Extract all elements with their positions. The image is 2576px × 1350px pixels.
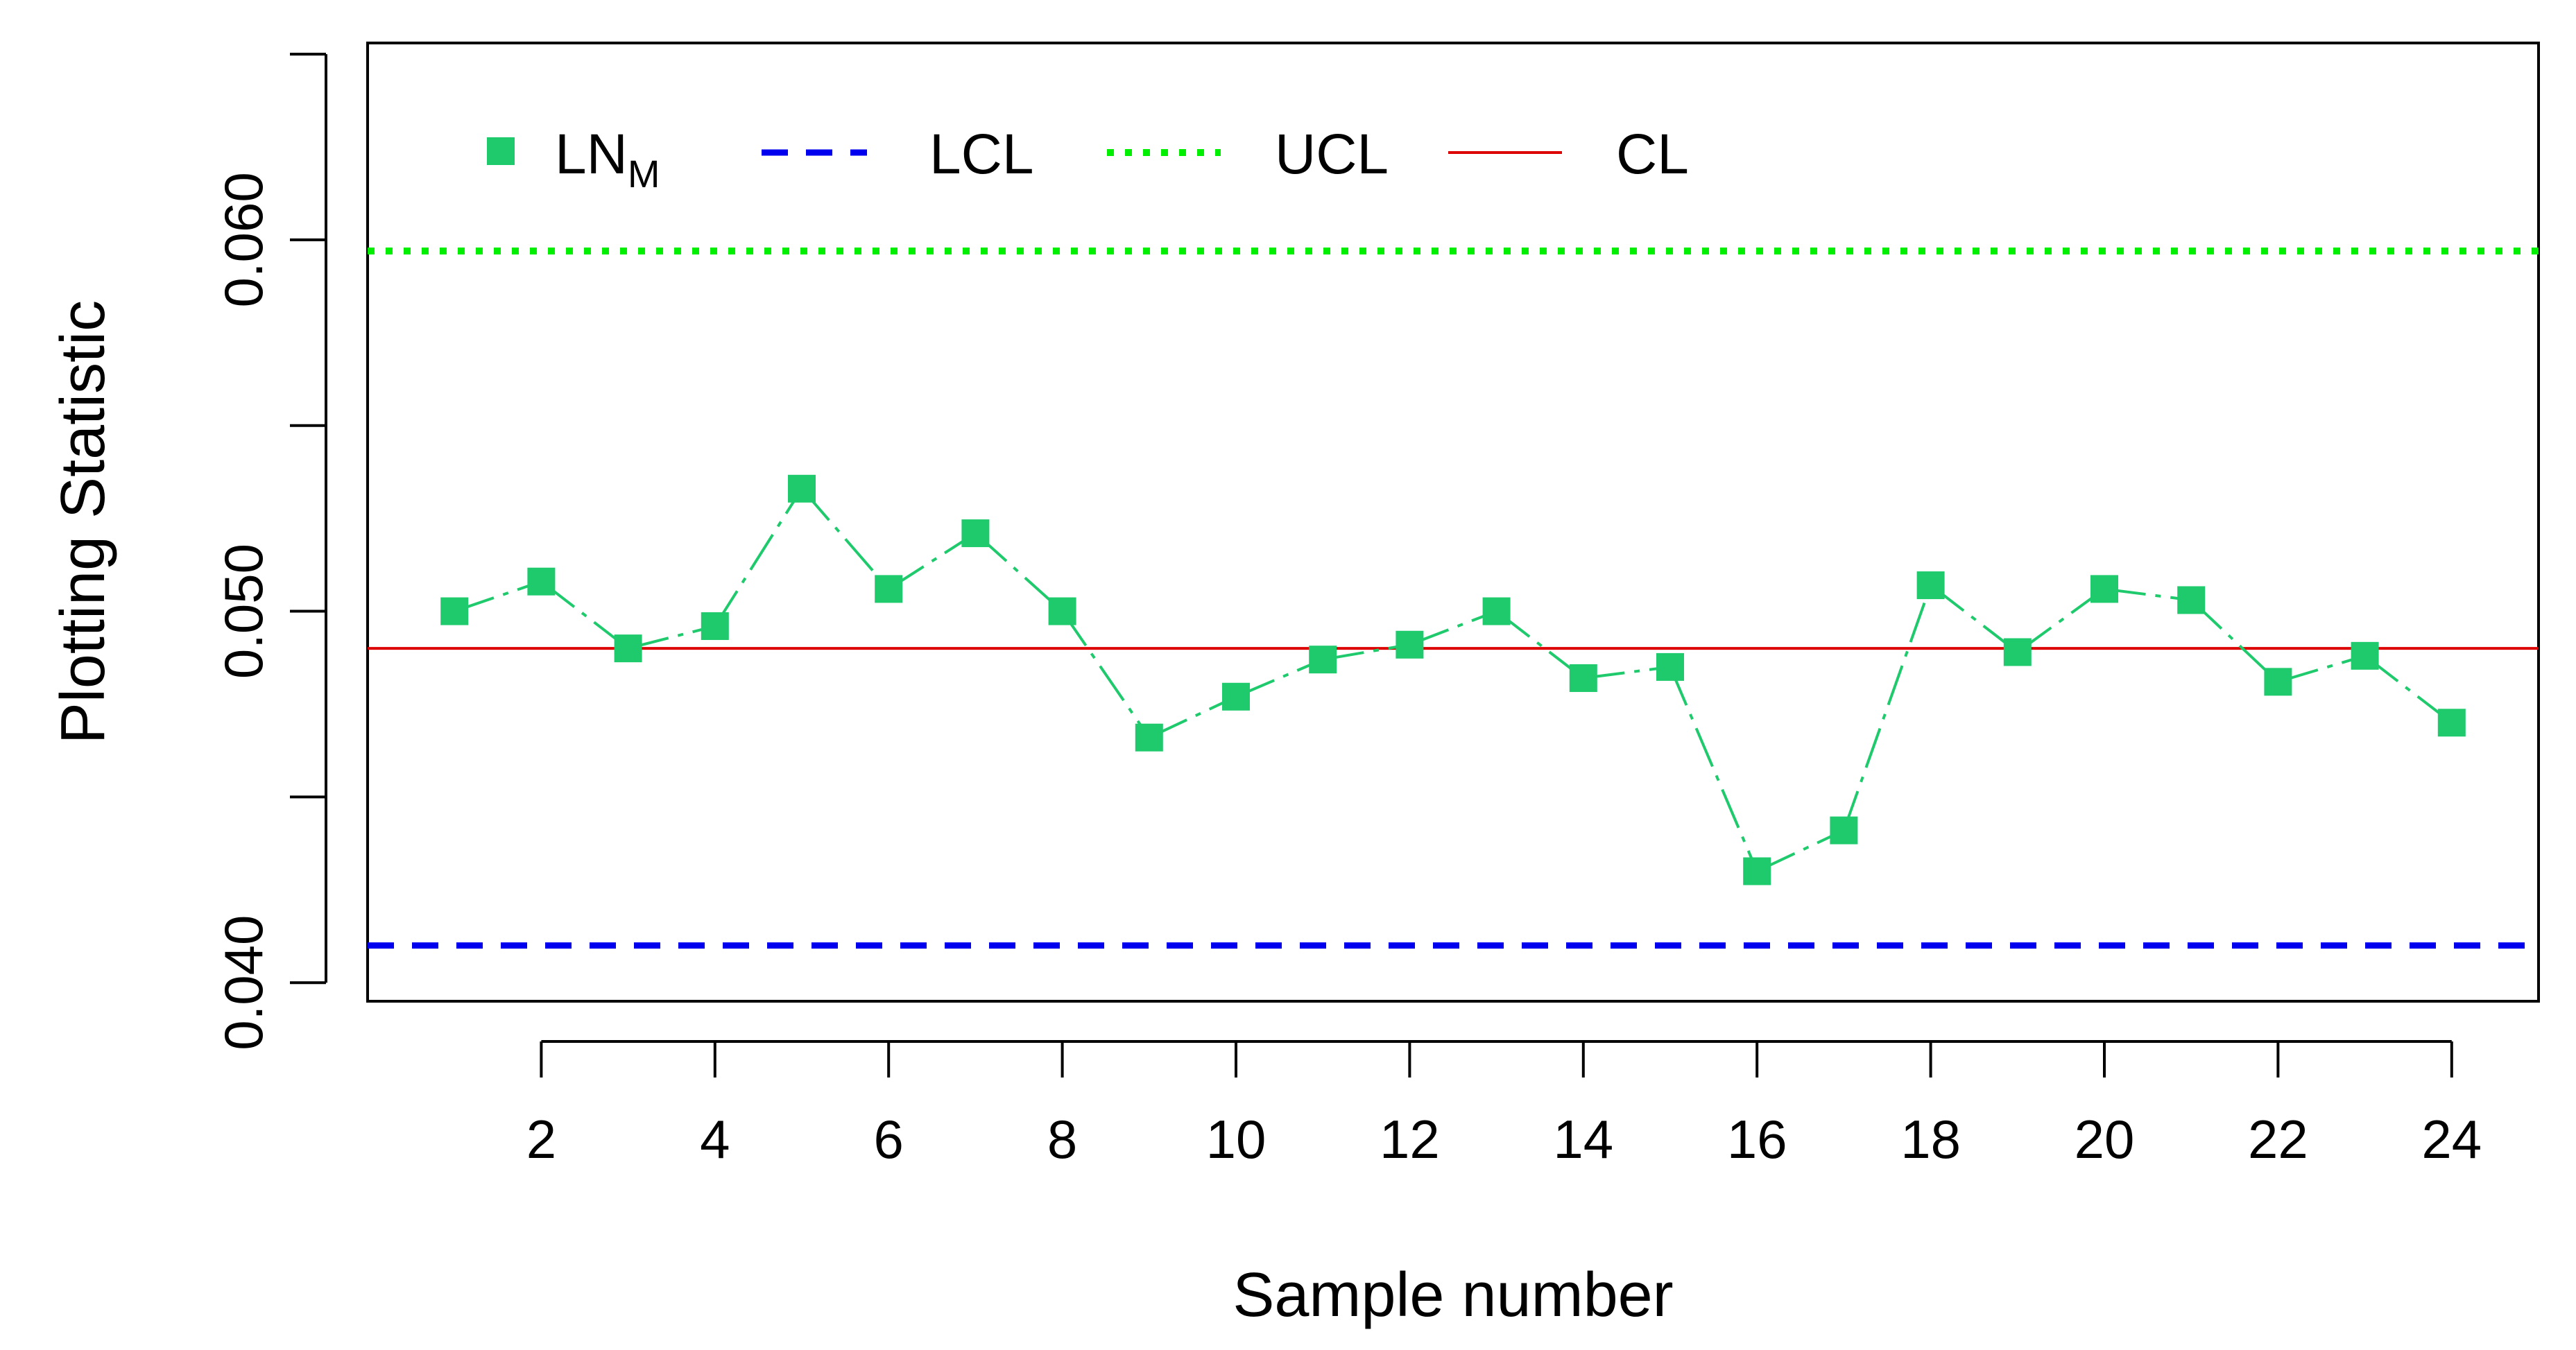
data-point bbox=[440, 597, 469, 625]
data-point bbox=[1396, 630, 1424, 659]
x-tick-label: 14 bbox=[1553, 1109, 1613, 1170]
series-segment bbox=[2277, 654, 2366, 684]
x-tick-label: 6 bbox=[874, 1109, 904, 1170]
series-segment bbox=[2104, 587, 2192, 602]
x-tick-label: 20 bbox=[2075, 1109, 2135, 1170]
data-point bbox=[1222, 682, 1250, 711]
x-tick-label: 8 bbox=[1047, 1109, 1077, 1170]
data-point bbox=[2264, 668, 2292, 696]
legend-label-ucl: UCL bbox=[1275, 123, 1389, 186]
x-tick-label: 18 bbox=[1900, 1109, 1961, 1170]
series-segment bbox=[1409, 609, 1497, 646]
data-point bbox=[614, 634, 642, 663]
series-segment bbox=[2364, 655, 2453, 724]
legend-label-ln-m: LNM bbox=[555, 123, 660, 196]
data-point bbox=[701, 612, 729, 640]
series-segment bbox=[888, 532, 977, 591]
data-point bbox=[2437, 709, 2466, 737]
data-point bbox=[2177, 586, 2206, 614]
series-segment bbox=[1148, 695, 1237, 739]
legend: LNM LCL UCL CL bbox=[487, 123, 1689, 196]
x-axis-title: Sample number bbox=[1233, 1261, 1673, 1330]
data-point bbox=[1656, 652, 1684, 681]
data-point bbox=[875, 575, 903, 603]
series-segment bbox=[540, 580, 629, 650]
series-segment bbox=[1235, 658, 1323, 698]
legend-label-ln: LN bbox=[555, 123, 628, 186]
x-tick-label: 12 bbox=[1380, 1109, 1440, 1170]
legend-label-subscript: M bbox=[628, 152, 660, 196]
data-point bbox=[1482, 597, 1511, 625]
x-tick-label: 24 bbox=[2421, 1109, 2482, 1170]
series-segment bbox=[1930, 584, 2019, 654]
series-segment bbox=[1756, 829, 1845, 873]
data-point bbox=[1048, 597, 1076, 625]
series-segment bbox=[2016, 587, 2106, 654]
series-segment bbox=[974, 532, 1063, 613]
x-tick-label: 10 bbox=[1206, 1109, 1266, 1170]
x-tick-label: 22 bbox=[2248, 1109, 2308, 1170]
series-segment bbox=[2190, 599, 2279, 683]
plot-frame bbox=[366, 42, 2540, 1003]
y-axis: 0.040 0.050 0.060 bbox=[213, 53, 327, 1050]
series-segment bbox=[1322, 643, 1410, 661]
x-axis: 2 4 6 8 10 12 14 16 18 20 22 24 bbox=[526, 1040, 2482, 1170]
series-segment bbox=[1842, 585, 1932, 831]
series-segment bbox=[714, 487, 803, 628]
series-segment bbox=[454, 580, 542, 613]
y-axis-title: Plotting Statistic bbox=[49, 300, 118, 744]
data-point bbox=[1916, 571, 1945, 600]
data-point bbox=[1743, 857, 1771, 885]
data-point bbox=[961, 519, 990, 548]
reference-lines bbox=[368, 247, 2539, 949]
series-points bbox=[440, 474, 2466, 885]
x-tick-label: 4 bbox=[700, 1109, 730, 1170]
data-point bbox=[527, 567, 556, 596]
series-segment bbox=[800, 487, 890, 590]
x-tick-label: 2 bbox=[526, 1109, 556, 1170]
y-tick-label: 0.040 bbox=[213, 915, 274, 1050]
legend-label-cl: CL bbox=[1616, 123, 1689, 186]
data-point bbox=[1569, 664, 1597, 692]
data-point bbox=[2351, 641, 2379, 670]
legend-marker-ln-m bbox=[487, 137, 515, 165]
data-point bbox=[1309, 646, 1337, 674]
y-tick-label: 0.060 bbox=[213, 172, 274, 307]
data-point bbox=[788, 474, 816, 503]
series-line bbox=[454, 487, 2453, 873]
series-segment bbox=[1495, 609, 1585, 680]
y-tick-label: 0.050 bbox=[213, 544, 274, 679]
series-segment bbox=[1061, 610, 1151, 738]
legend-label-lcl: LCL bbox=[929, 123, 1033, 186]
series-segment bbox=[1669, 666, 1759, 872]
x-tick-label: 16 bbox=[1727, 1109, 1787, 1170]
data-point bbox=[1135, 723, 1163, 752]
data-point bbox=[2003, 638, 2032, 666]
data-point bbox=[1830, 816, 1858, 845]
series-segment bbox=[628, 625, 716, 650]
data-point bbox=[2090, 575, 2118, 603]
series-segment bbox=[1583, 665, 1671, 680]
